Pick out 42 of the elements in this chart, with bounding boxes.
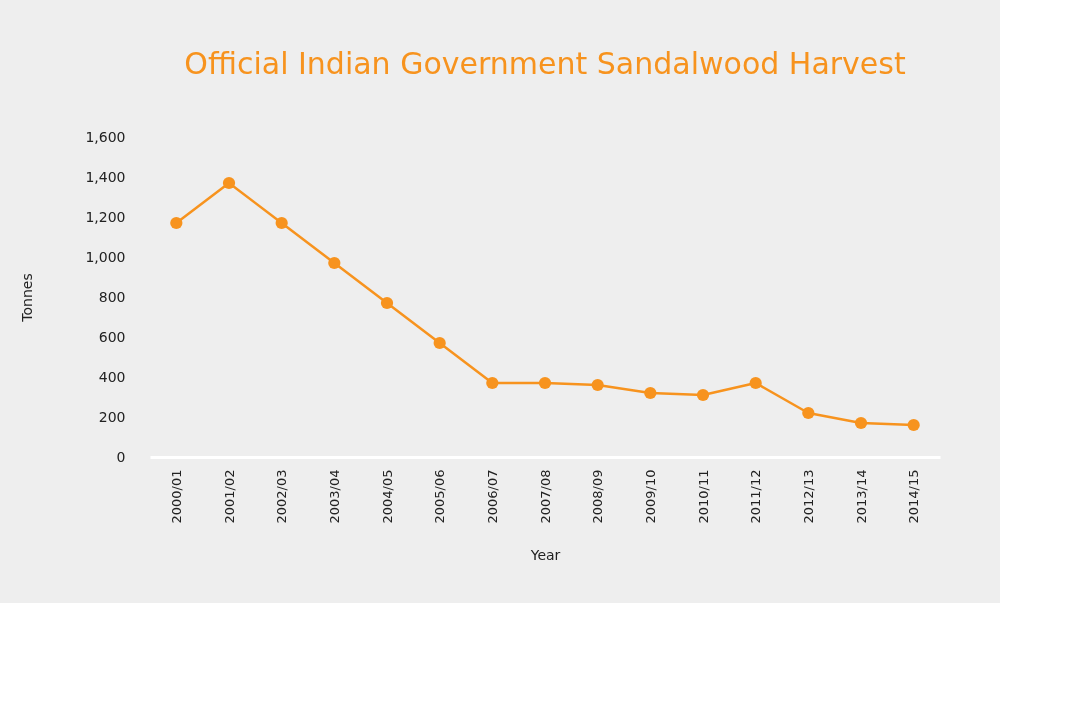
- chart-title: Official Indian Government Sandalwood Harvest: [184, 46, 906, 81]
- point: [170, 216, 183, 230]
- x-axis-title: Year: [529, 546, 561, 563]
- x-tick-label: 2001/02: [221, 469, 237, 524]
- point: [222, 176, 236, 190]
- x-tick-label: 2009/10: [642, 469, 658, 524]
- point: [275, 216, 288, 230]
- point: [380, 296, 394, 310]
- x-tick-label: 2005/06: [432, 469, 448, 524]
- y-tick-label: 1,400: [85, 168, 126, 185]
- x-tick-label: 2006/07: [484, 469, 500, 524]
- point: [591, 378, 604, 392]
- x-tick-label: 2003/04: [326, 469, 342, 524]
- y-tick-label: 400: [98, 368, 126, 385]
- y-tick-label: 200: [98, 408, 126, 425]
- point: [749, 376, 762, 390]
- point: [644, 386, 657, 400]
- y-axis-title: Tonnes: [19, 273, 36, 323]
- x-tick-label: 2012/13: [800, 469, 816, 524]
- x-tick-label: 2004/05: [379, 469, 395, 524]
- point: [328, 256, 341, 270]
- point: [802, 406, 815, 420]
- y-tick-label: 1,000: [85, 248, 126, 265]
- x-tick-label: 2008/09: [590, 469, 606, 524]
- point: [854, 416, 868, 430]
- point: [433, 336, 446, 350]
- point: [907, 418, 920, 432]
- x-tick-label: 2011/12: [748, 469, 764, 524]
- y-tick-label: 600: [98, 328, 126, 345]
- x-tick-label: 2002/03: [274, 469, 290, 524]
- x-tick-label: 2007/08: [537, 469, 553, 524]
- y-tick-label: 800: [98, 288, 126, 305]
- point: [486, 376, 499, 390]
- point: [538, 376, 552, 390]
- x-tick-label: 2014/15: [906, 469, 922, 524]
- point: [696, 388, 710, 402]
- x-tick-label: 2013/14: [853, 469, 869, 524]
- x-tick-label: 2010/11: [695, 469, 711, 524]
- y-tick-label: 1,600: [85, 128, 126, 145]
- y-tick-label: 1,200: [85, 208, 126, 225]
- y-tick-label: 0: [116, 448, 126, 465]
- x-tick-label: 2000/01: [168, 469, 184, 524]
